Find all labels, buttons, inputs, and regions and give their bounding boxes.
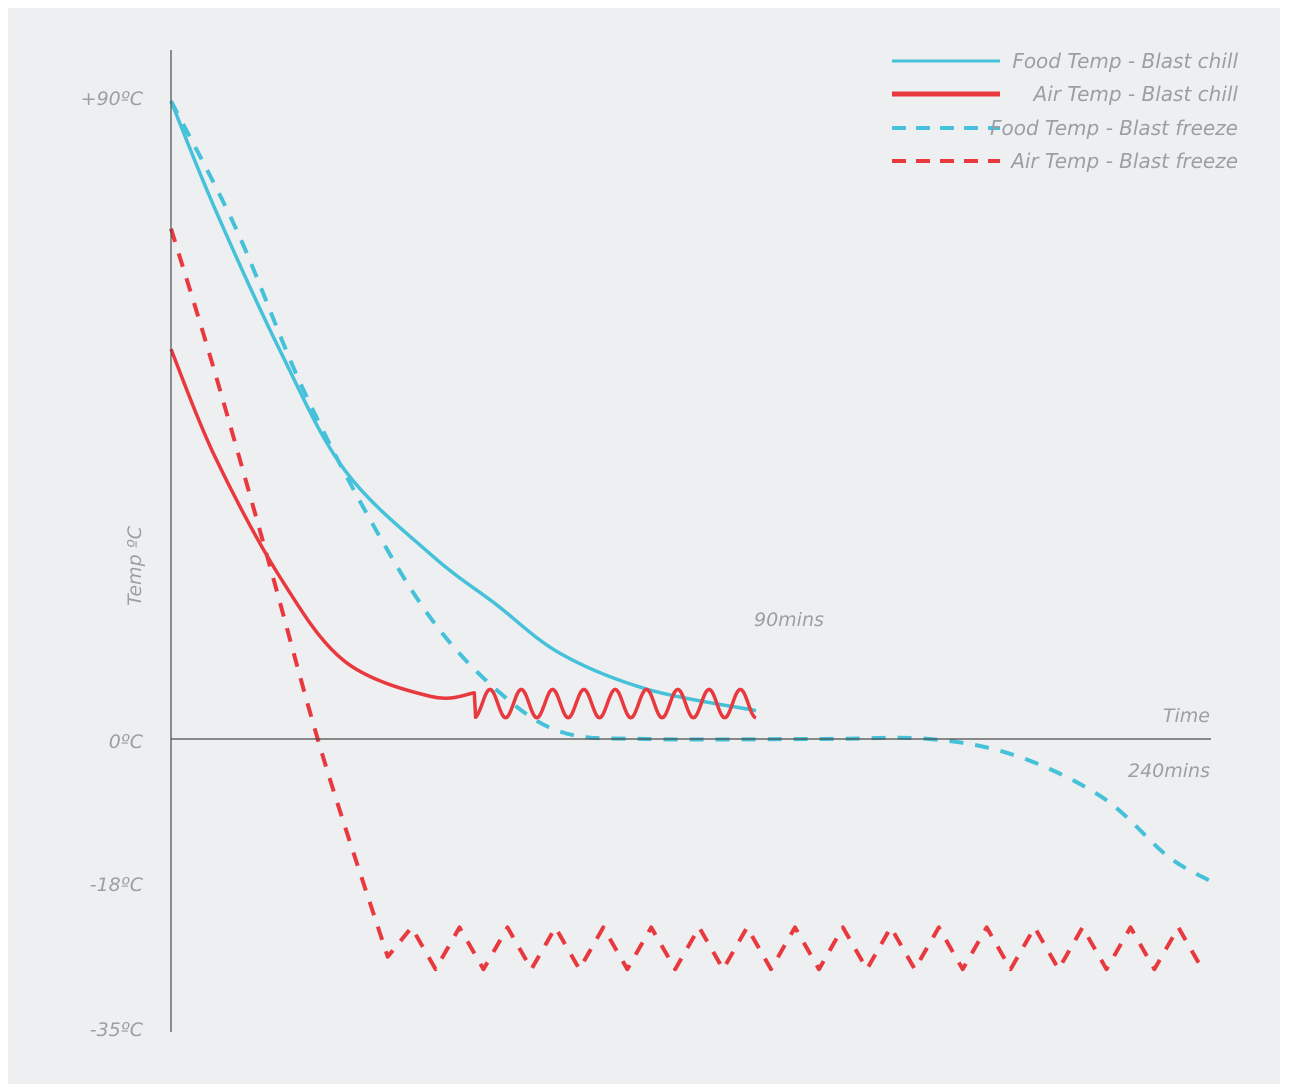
end-annotation-240: 240mins: [1128, 760, 1210, 782]
y-tick-label: -18ºC: [90, 874, 144, 896]
legend-label: Air Temp - Blast freeze: [1009, 149, 1238, 173]
chart-panel: +90ºC 0ºC -18ºC -35ºC Temp ºC Time 240mi…: [8, 8, 1280, 1084]
y-tick-label: -35ºC: [90, 1019, 144, 1041]
series-line-1: [169, 100, 757, 713]
chart-svg: +90ºC 0ºC -18ºC -35ºC Temp ºC Time 240mi…: [81, 49, 1239, 1041]
end-annotation-90: 90mins: [754, 609, 824, 631]
x-axis-title: Time: [1163, 705, 1210, 727]
legend-label: Air Temp - Blast chill: [1032, 82, 1239, 106]
y-tick-label: +90ºC: [81, 88, 144, 110]
chart-marks: [169, 100, 1213, 972]
series-line-4: [169, 228, 1205, 972]
legend: Food Temp - Blast chill Air Temp - Blast…: [892, 49, 1238, 173]
legend-label: Food Temp - Blast chill: [1012, 49, 1238, 73]
legend-label: Food Temp - Blast freeze: [990, 116, 1238, 140]
series-line-3: [169, 100, 1213, 884]
series-line-2: [169, 348, 757, 720]
y-tick-label: 0ºC: [109, 731, 144, 753]
y-axis-title: Temp ºC: [124, 525, 146, 606]
